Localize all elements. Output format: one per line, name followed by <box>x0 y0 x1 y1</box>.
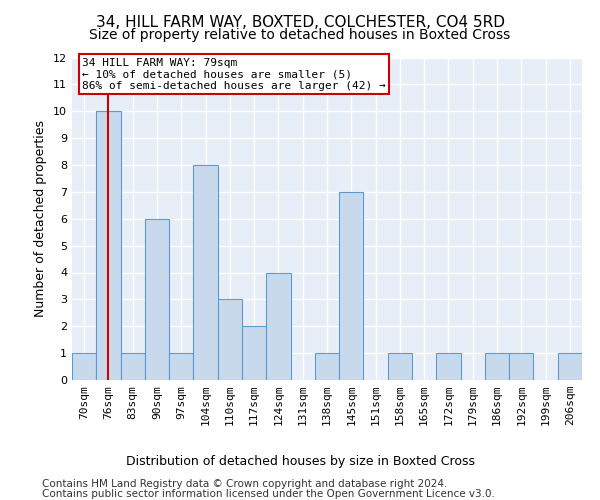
Text: Size of property relative to detached houses in Boxted Cross: Size of property relative to detached ho… <box>89 28 511 42</box>
Bar <box>242 326 266 380</box>
Bar <box>145 219 169 380</box>
Bar <box>72 353 96 380</box>
Bar <box>193 165 218 380</box>
Bar <box>315 353 339 380</box>
Y-axis label: Number of detached properties: Number of detached properties <box>34 120 47 318</box>
Bar <box>169 353 193 380</box>
Bar <box>121 353 145 380</box>
Bar <box>218 300 242 380</box>
Bar <box>388 353 412 380</box>
Text: Contains HM Land Registry data © Crown copyright and database right 2024.: Contains HM Land Registry data © Crown c… <box>42 479 448 489</box>
Bar <box>436 353 461 380</box>
Bar <box>558 353 582 380</box>
Text: 34, HILL FARM WAY, BOXTED, COLCHESTER, CO4 5RD: 34, HILL FARM WAY, BOXTED, COLCHESTER, C… <box>95 15 505 30</box>
Text: Contains public sector information licensed under the Open Government Licence v3: Contains public sector information licen… <box>42 489 495 499</box>
Text: 34 HILL FARM WAY: 79sqm
← 10% of detached houses are smaller (5)
86% of semi-det: 34 HILL FARM WAY: 79sqm ← 10% of detache… <box>82 58 386 90</box>
Bar <box>339 192 364 380</box>
Bar <box>485 353 509 380</box>
Text: Distribution of detached houses by size in Boxted Cross: Distribution of detached houses by size … <box>125 455 475 468</box>
Bar <box>509 353 533 380</box>
Bar <box>266 272 290 380</box>
Bar <box>96 112 121 380</box>
